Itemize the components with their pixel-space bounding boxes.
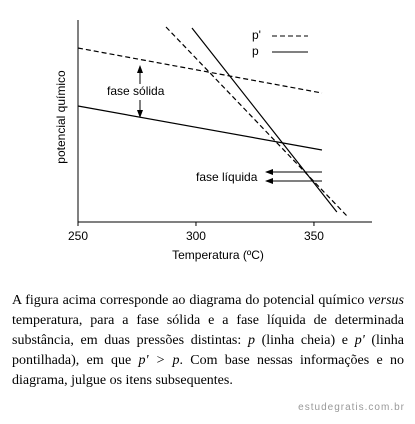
line xyxy=(77,47,323,94)
caption-run: p xyxy=(247,333,255,348)
legend-label: p xyxy=(252,44,259,58)
caption-run: (linha cheia) e xyxy=(254,333,355,348)
legend-label: p' xyxy=(252,28,261,42)
caption-run: A figura acima corresponde ao diagrama d… xyxy=(12,293,369,308)
caption: A figura acima corresponde ao diagrama d… xyxy=(12,291,404,391)
caption-run: p' > p xyxy=(138,353,180,368)
line xyxy=(77,105,323,151)
x-tick-label: 300 xyxy=(186,229,206,243)
y-label: potencial químico xyxy=(54,70,68,164)
caption-run: temperatura, para a fase sólida e a fase… xyxy=(12,313,404,348)
caption-run: . Com base nessas informações e no diagr… xyxy=(12,353,404,388)
annotation: fase líquida xyxy=(196,170,258,184)
annotation: fase sólida xyxy=(107,84,165,98)
line xyxy=(191,27,338,213)
watermark: estudegratis.com.br xyxy=(298,402,405,413)
chart: Temperatura (ºC) potencial químico fase … xyxy=(54,20,372,262)
caption-run: p' xyxy=(354,333,365,348)
x-tick-label: 250 xyxy=(68,229,88,243)
line xyxy=(165,26,348,217)
caption-run: versus xyxy=(368,293,404,308)
x-label: Temperatura (ºC) xyxy=(172,248,264,262)
caption-run: (linha pontilhada), em que xyxy=(12,333,405,368)
x-tick-label: 350 xyxy=(304,229,324,243)
